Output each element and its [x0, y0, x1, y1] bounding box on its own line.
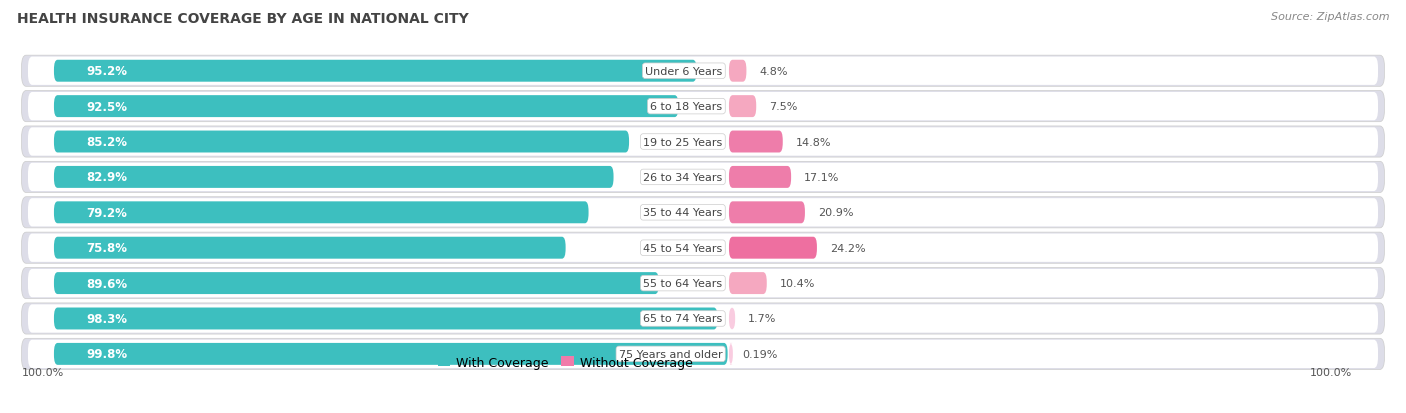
- FancyBboxPatch shape: [28, 164, 1378, 192]
- Text: 6 to 18 Years: 6 to 18 Years: [651, 102, 723, 112]
- Text: 65 to 74 Years: 65 to 74 Years: [643, 314, 723, 324]
- Text: HEALTH INSURANCE COVERAGE BY AGE IN NATIONAL CITY: HEALTH INSURANCE COVERAGE BY AGE IN NATI…: [17, 12, 468, 26]
- Text: 89.6%: 89.6%: [86, 277, 128, 290]
- FancyBboxPatch shape: [53, 202, 589, 224]
- FancyBboxPatch shape: [728, 273, 766, 294]
- Text: 95.2%: 95.2%: [86, 65, 128, 78]
- Text: 45 to 54 Years: 45 to 54 Years: [643, 243, 723, 253]
- FancyBboxPatch shape: [21, 268, 1385, 299]
- Text: 98.3%: 98.3%: [86, 312, 128, 325]
- FancyBboxPatch shape: [53, 61, 696, 83]
- Text: 17.1%: 17.1%: [804, 173, 839, 183]
- FancyBboxPatch shape: [728, 131, 783, 153]
- FancyBboxPatch shape: [53, 166, 613, 188]
- Legend: With Coverage, Without Coverage: With Coverage, Without Coverage: [433, 351, 699, 374]
- Text: 35 to 44 Years: 35 to 44 Years: [643, 208, 723, 218]
- FancyBboxPatch shape: [28, 340, 1378, 368]
- Text: 75 Years and older: 75 Years and older: [619, 349, 723, 359]
- FancyBboxPatch shape: [21, 162, 1385, 193]
- FancyBboxPatch shape: [21, 91, 1385, 122]
- Text: 75.8%: 75.8%: [86, 242, 128, 254]
- FancyBboxPatch shape: [53, 237, 565, 259]
- FancyBboxPatch shape: [53, 273, 659, 294]
- Text: Under 6 Years: Under 6 Years: [645, 66, 723, 76]
- Text: 4.8%: 4.8%: [759, 66, 787, 76]
- FancyBboxPatch shape: [728, 61, 747, 83]
- FancyBboxPatch shape: [728, 343, 733, 365]
- Text: 99.8%: 99.8%: [86, 348, 128, 361]
- FancyBboxPatch shape: [728, 237, 817, 259]
- FancyBboxPatch shape: [53, 343, 728, 365]
- FancyBboxPatch shape: [728, 166, 792, 188]
- Text: 24.2%: 24.2%: [830, 243, 866, 253]
- FancyBboxPatch shape: [28, 128, 1378, 156]
- FancyBboxPatch shape: [728, 96, 756, 118]
- FancyBboxPatch shape: [21, 303, 1385, 334]
- FancyBboxPatch shape: [28, 57, 1378, 85]
- FancyBboxPatch shape: [728, 308, 735, 330]
- Text: 19 to 25 Years: 19 to 25 Years: [643, 137, 723, 147]
- FancyBboxPatch shape: [21, 127, 1385, 158]
- Text: 26 to 34 Years: 26 to 34 Years: [643, 173, 723, 183]
- Text: 82.9%: 82.9%: [86, 171, 128, 184]
- FancyBboxPatch shape: [28, 234, 1378, 262]
- FancyBboxPatch shape: [21, 339, 1385, 370]
- FancyBboxPatch shape: [53, 96, 678, 118]
- Text: 20.9%: 20.9%: [818, 208, 853, 218]
- FancyBboxPatch shape: [28, 269, 1378, 297]
- Text: 14.8%: 14.8%: [796, 137, 831, 147]
- FancyBboxPatch shape: [28, 199, 1378, 227]
- FancyBboxPatch shape: [21, 56, 1385, 87]
- Text: 92.5%: 92.5%: [86, 100, 128, 113]
- Text: 10.4%: 10.4%: [780, 278, 815, 288]
- Text: 0.19%: 0.19%: [742, 349, 778, 359]
- FancyBboxPatch shape: [53, 308, 717, 330]
- FancyBboxPatch shape: [21, 233, 1385, 263]
- Text: 79.2%: 79.2%: [86, 206, 128, 219]
- Text: 85.2%: 85.2%: [86, 136, 128, 149]
- FancyBboxPatch shape: [21, 197, 1385, 228]
- Text: Source: ZipAtlas.com: Source: ZipAtlas.com: [1271, 12, 1389, 22]
- FancyBboxPatch shape: [53, 131, 628, 153]
- Text: 1.7%: 1.7%: [748, 314, 776, 324]
- FancyBboxPatch shape: [28, 305, 1378, 333]
- Text: 7.5%: 7.5%: [769, 102, 797, 112]
- FancyBboxPatch shape: [28, 93, 1378, 121]
- Text: 100.0%: 100.0%: [21, 368, 63, 377]
- Text: 55 to 64 Years: 55 to 64 Years: [644, 278, 723, 288]
- FancyBboxPatch shape: [728, 202, 804, 224]
- Text: 100.0%: 100.0%: [1310, 368, 1353, 377]
